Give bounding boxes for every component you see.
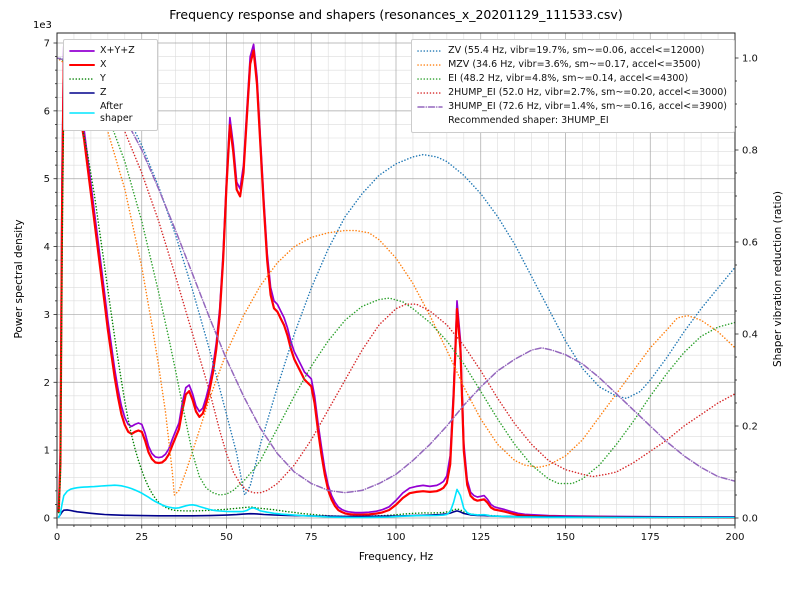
legend-label: X+Y+Z <box>100 44 135 56</box>
ei-legend-line <box>417 78 443 80</box>
series-x <box>57 49 735 519</box>
mzv-legend-line <box>417 64 443 66</box>
hump3_ei-legend-line <box>417 106 443 108</box>
x-tick-label: 125 <box>471 532 490 543</box>
xyz-legend-line <box>69 49 95 52</box>
legend-item-hump2_ei: 2HUMP_EI (52.0 Hz, vibr=2.7%, sm~=0.20, … <box>417 87 727 100</box>
legend-item-z: Z <box>69 87 150 100</box>
legend-label: Recommended shaper: 3HUMP_EI <box>448 114 609 126</box>
y-left-tick-label: 5 <box>44 174 50 185</box>
x-tick-label: 150 <box>556 532 575 543</box>
legend-label: 2HUMP_EI (52.0 Hz, vibr=2.7%, sm~=0.20, … <box>448 86 727 98</box>
y-left-axis-label: Power spectral density <box>13 219 25 339</box>
legend-item-after_shaper: After shaper <box>69 101 150 126</box>
y-left-tick-label: 7 <box>44 39 50 50</box>
hump2_ei-legend-line <box>417 92 443 94</box>
x-tick-label: 100 <box>386 532 405 543</box>
legend-label: X <box>100 58 107 70</box>
x-tick-label: 200 <box>725 532 744 543</box>
legend-psd: X+Y+Z X Y Z After shaper <box>63 39 158 132</box>
after_shaper-legend-line <box>69 112 95 114</box>
chart-title: Frequency response and shapers (resonanc… <box>169 7 623 22</box>
y-right-tick-label: 0.6 <box>742 238 758 249</box>
z-legend-line <box>69 92 95 94</box>
y-left-tick-label: 0 <box>44 514 50 525</box>
legend-label: After shaper <box>100 100 133 125</box>
zv-legend-line <box>417 50 443 52</box>
legend-item-xyz: X+Y+Z <box>69 45 150 58</box>
series-after_shaper <box>57 484 735 519</box>
y-left-tick-label: 4 <box>44 242 50 253</box>
x-tick-label: 75 <box>305 532 318 543</box>
y-left-tick-label: 6 <box>44 106 50 117</box>
series-ei <box>57 57 735 496</box>
legend-item-y: Y <box>69 73 150 86</box>
y-right-tick-label: 1.0 <box>742 54 758 65</box>
x-tick-label: 175 <box>641 532 660 543</box>
legend-item-ei: EI (48.2 Hz, vibr=4.8%, sm~=0.14, accel<… <box>417 73 727 86</box>
y-left-tick-label: 2 <box>44 378 50 389</box>
y-left-tick-label: 3 <box>44 310 50 321</box>
series-hump3_ei <box>57 57 735 494</box>
legend-shapers: ZV (55.4 Hz, vibr=19.7%, sm~=0.06, accel… <box>411 39 735 133</box>
legend-item-zv: ZV (55.4 Hz, vibr=19.7%, sm~=0.06, accel… <box>417 45 727 58</box>
x-axis-label: Frequency, Hz <box>358 551 434 563</box>
legend-label: EI (48.2 Hz, vibr=4.8%, sm~=0.14, accel<… <box>448 72 689 84</box>
legend-label: MZV (34.6 Hz, vibr=3.6%, sm~=0.17, accel… <box>448 58 701 70</box>
legend-label: ZV (55.4 Hz, vibr=19.7%, sm~=0.06, accel… <box>448 44 705 56</box>
y-right-tick-label: 0.4 <box>742 330 758 341</box>
legend-label: 3HUMP_EI (72.6 Hz, vibr=1.4%, sm~=0.16, … <box>448 100 727 112</box>
y-right-axis-label: Shaper vibration reduction (ratio) <box>772 190 784 368</box>
y-left-offset-text: 1e3 <box>33 20 52 31</box>
legend-item-mzv: MZV (34.6 Hz, vibr=3.6%, sm~=0.17, accel… <box>417 59 727 72</box>
legend-item-hump3_ei: 3HUMP_EI (72.6 Hz, vibr=1.4%, sm~=0.16, … <box>417 101 727 114</box>
y-right-tick-label: 0.2 <box>742 422 758 433</box>
x-tick-label: 0 <box>54 532 60 543</box>
x-legend-line <box>69 63 95 66</box>
legend-label: Y <box>100 72 106 84</box>
x-tick-label: 25 <box>135 532 148 543</box>
legend-label: Z <box>100 86 107 98</box>
legend-item-recommended-note: Recommended shaper: 3HUMP_EI <box>417 115 727 128</box>
y-legend-line <box>69 78 95 80</box>
y-left-tick-label: 1 <box>44 446 50 457</box>
y-right-tick-label: 0.0 <box>742 514 758 525</box>
x-tick-label: 50 <box>220 532 233 543</box>
tick-labels: 0 25 50 75 100 125 150 175 200 0 1 2 3 4 5 6 7 0.0 0.2 0.4 0… <box>44 39 758 544</box>
series-y <box>57 72 735 519</box>
legend-item-x: X <box>69 59 150 72</box>
y-right-tick-label: 0.8 <box>742 146 758 157</box>
series-hump2_ei <box>57 57 735 494</box>
tick-marks <box>53 42 739 529</box>
series-layer <box>57 40 735 519</box>
legend-spacer <box>417 116 443 126</box>
